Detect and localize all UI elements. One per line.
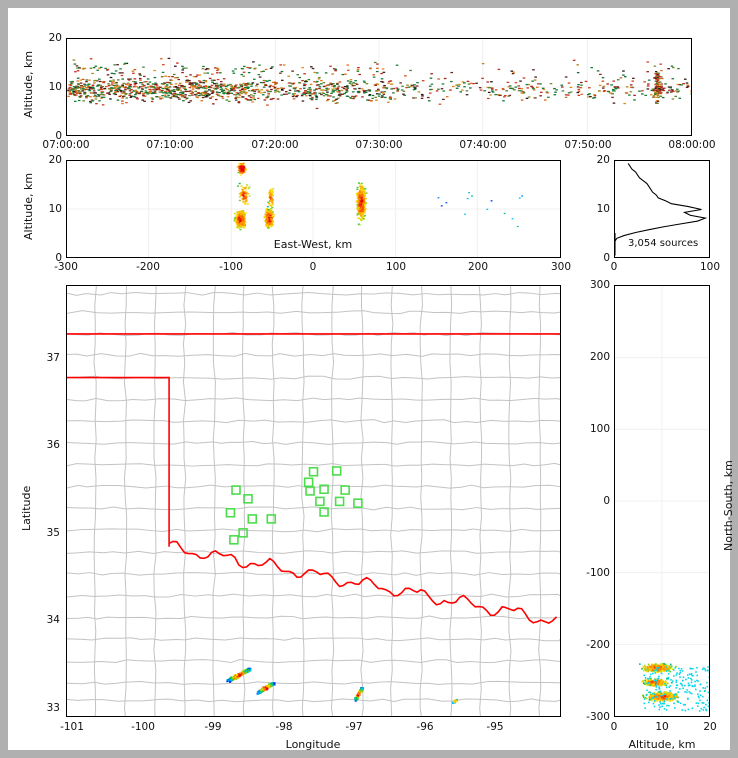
map-xtick-6: -95 <box>486 721 504 733</box>
lma-station-marker <box>305 486 315 496</box>
lma-station-marker <box>331 466 342 476</box>
map-panel: 37 36 35 34 33 Latitude -101 -100 -99 -9… <box>8 273 586 751</box>
east-west-ytick-0: 0 <box>55 252 62 264</box>
lma-station-marker <box>319 484 329 495</box>
north-south-panel: 300 200 100 0 -100 -200 -300 0 10 20 Alt… <box>586 273 735 751</box>
north-south-xtick-0: 0 <box>610 721 618 733</box>
histogram-ytick-0: 0 <box>603 252 610 264</box>
time-height-axes[interactable] <box>66 38 692 136</box>
north-south-ylabel: North-South, km <box>722 460 735 551</box>
map-ylabel: Latitude <box>20 485 33 531</box>
map-xtick-0: -101 <box>60 721 84 733</box>
map-xtick-5: -96 <box>416 721 434 733</box>
map-axes[interactable] <box>66 285 561 717</box>
lma-station-marker <box>231 485 241 495</box>
lma-station-marker <box>229 535 239 545</box>
sources-count-annotation: 3,054 sources <box>628 238 699 249</box>
lma-station-marker <box>353 498 363 508</box>
histogram-xtick-0: 0 <box>610 261 618 273</box>
east-west-xtick-4: 100 <box>385 261 407 273</box>
lma-station-marker <box>308 466 319 477</box>
east-west-ylabel: Altitude, km <box>22 172 35 240</box>
east-west-ytick-20: 20 <box>48 154 62 166</box>
time-height-ytick-20: 20 <box>48 32 62 44</box>
map-ytick-36: 36 <box>46 439 60 451</box>
map-ytick-37: 37 <box>46 352 60 364</box>
lma-station-marker <box>247 514 258 524</box>
north-south-ytick-300: 300 <box>589 279 610 291</box>
histogram-axes[interactable] <box>614 160 710 258</box>
east-west-ytick-10: 10 <box>48 203 62 215</box>
lma-station-marker <box>225 507 236 518</box>
time-height-panel: 20 10 0 Altitude, km 07:00:00 07:10:00 0… <box>8 8 730 151</box>
north-south-xlabel: Altitude, km <box>628 738 696 751</box>
east-west-xtick-6: 300 <box>550 261 572 273</box>
north-south-xtick-10: 10 <box>655 721 669 733</box>
map-xtick-2: -99 <box>204 721 222 733</box>
map-ytick-34: 34 <box>46 614 60 626</box>
east-west-xtick-5: 200 <box>467 261 489 273</box>
map-xtick-1: -100 <box>131 721 155 733</box>
east-west-xlabel: East-West, km <box>273 238 353 251</box>
map-xtick-4: -97 <box>345 721 363 733</box>
north-south-ytick-100: 100 <box>589 423 610 435</box>
north-south-xtick-20: 20 <box>703 721 717 733</box>
map-ytick-35: 35 <box>46 527 60 539</box>
map-xtick-3: -98 <box>275 721 293 733</box>
east-west-xtick-3: 0 <box>309 261 317 273</box>
time-height-ylabel: Altitude, km <box>22 50 35 118</box>
lma-station-marker <box>238 528 248 538</box>
histogram-ytick-10: 10 <box>596 203 610 215</box>
histogram-surface <box>615 163 708 256</box>
histogram-ytick-20: 20 <box>596 154 610 166</box>
north-south-surface <box>615 286 709 716</box>
north-south-axes[interactable] <box>614 285 710 717</box>
map-ytick-33: 33 <box>46 702 60 714</box>
map-xlabel: Longitude <box>285 738 341 751</box>
east-west-surface <box>67 161 560 257</box>
lma-station-marker <box>340 485 350 495</box>
time-height-ytick-0: 0 <box>55 130 62 142</box>
east-west-xtick-2: -100 <box>219 261 243 273</box>
histogram-panel: 20 10 0 0 100 3,054 sources <box>586 148 730 273</box>
lma-station-marker <box>319 507 329 517</box>
east-west-axes[interactable] <box>66 160 561 258</box>
lma-figure: Oklahoma LMA 0700-0800 UTC June 14, 2021… <box>8 8 735 751</box>
lma-station-marker <box>266 514 277 524</box>
east-west-xtick-1: -200 <box>136 261 160 273</box>
north-south-ytick-200: 200 <box>589 351 610 363</box>
lma-station-marker <box>315 496 325 507</box>
east-west-xtick-0: -300 <box>54 261 78 273</box>
map-surface <box>67 286 560 716</box>
north-south-ytick-0: 0 <box>603 495 610 507</box>
time-height-surface <box>67 39 691 135</box>
lma-station-marker <box>334 496 345 507</box>
north-south-ytick-n200: -200 <box>586 639 610 651</box>
lma-station-marker <box>243 494 253 504</box>
time-height-ytick-10: 10 <box>48 81 62 93</box>
north-south-ytick-n100: -100 <box>586 567 610 579</box>
north-south-ytick-n300: -300 <box>586 711 610 723</box>
histogram-xtick-100: 100 <box>699 261 721 273</box>
lma-station-marker <box>303 477 314 488</box>
